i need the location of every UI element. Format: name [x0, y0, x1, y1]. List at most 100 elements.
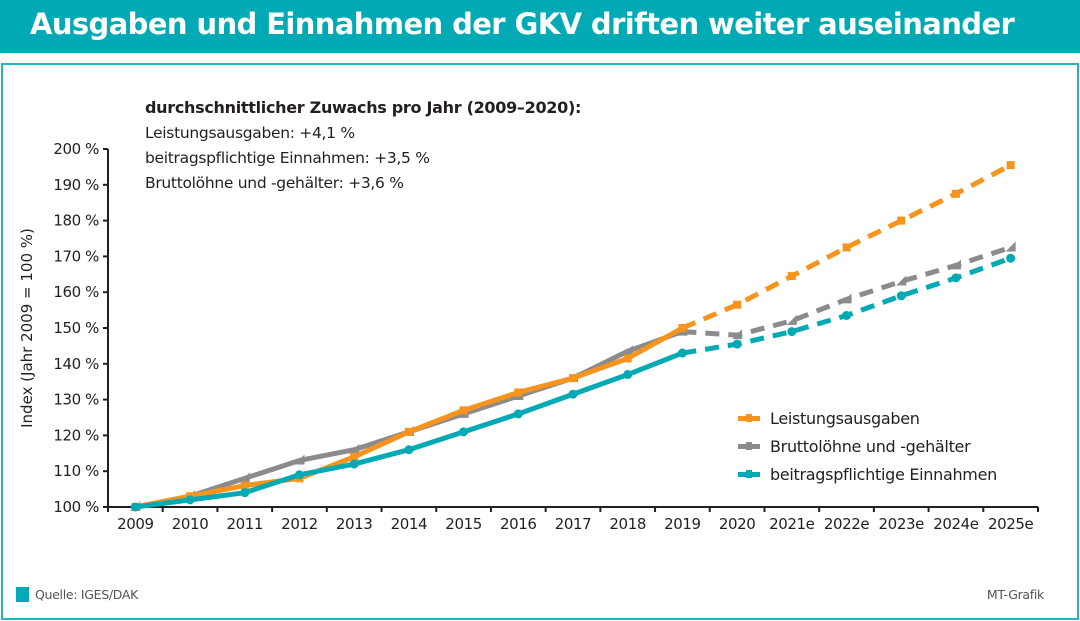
summary-line-beitragspflichtige-einnahmen: beitragspflichtige Einnahmen: +3,5 % [145, 149, 430, 167]
x-tick-label: 2018 [609, 515, 646, 533]
data-point [240, 481, 249, 490]
data-point [677, 348, 687, 358]
data-point [239, 472, 250, 483]
data-point [349, 443, 360, 454]
y-tick-label: 170 % [53, 247, 99, 265]
data-point [623, 370, 633, 380]
legend-label: beitragspflichtige Einnahmen [770, 464, 997, 484]
data-point [678, 324, 687, 332]
x-tick-label: 2020 [719, 515, 756, 533]
legend-swatch-gray [738, 440, 760, 452]
legend-item-bruttoloehne: Bruttolöhne und -gehälter [738, 432, 997, 460]
y-tick-label: 150 % [53, 319, 99, 337]
data-point [1006, 161, 1015, 170]
summary-title: durchschnittlicher Zuwachs pro Jahr (200… [145, 98, 582, 117]
source-text: Quelle: IGES/DAK [35, 587, 139, 602]
legend-item-beitragspflichtige-einnahmen: beitragspflichtige Einnahmen [738, 460, 997, 488]
series-layer [130, 161, 1016, 512]
legend-swatch-teal [738, 468, 760, 480]
x-tick-label: 2023e [879, 515, 925, 533]
x-tick-label: 2010 [172, 515, 209, 533]
x-tick-label: 2015 [445, 515, 482, 533]
data-point [732, 329, 743, 340]
y-tick-label: 120 % [53, 426, 99, 444]
data-point [950, 259, 961, 270]
x-tick-label: 2024e [933, 515, 979, 533]
data-point [951, 273, 961, 283]
legend-item-leistungsausgaben: Leistungsausgaben [738, 404, 997, 432]
y-tick-label: 200 % [53, 140, 99, 158]
data-point [459, 406, 468, 415]
data-point [897, 216, 906, 225]
data-point [841, 293, 852, 304]
data-point [1005, 241, 1016, 252]
data-point [842, 243, 851, 252]
data-point [569, 374, 577, 383]
data-point [1006, 253, 1016, 263]
data-point [349, 459, 359, 469]
legend-swatch-orange [738, 412, 760, 424]
data-point [350, 452, 359, 461]
x-tick-label: 2013 [336, 515, 373, 533]
series-line-actual [132, 329, 685, 510]
data-point [842, 310, 852, 320]
data-point [732, 339, 742, 349]
data-point [404, 427, 413, 436]
data-point [240, 488, 250, 498]
data-point [896, 275, 907, 286]
summary-line-bruttoloehne: Bruttolöhne und -gehälter: +3,6 % [145, 174, 404, 192]
data-point [622, 345, 633, 356]
data-point [787, 272, 796, 281]
series-beitragspflichtige-einnahmen [130, 253, 1016, 512]
x-tick-label: 2022e [824, 515, 870, 533]
legend-label: Bruttolöhne und -gehälter [770, 436, 971, 456]
x-tick-label: 2014 [391, 515, 428, 533]
series-line-forecast [682, 245, 1012, 338]
data-point [459, 427, 469, 437]
data-point [294, 454, 305, 465]
data-point [951, 189, 960, 198]
chart-frame [1, 63, 1079, 620]
y-tick-label: 130 % [53, 391, 99, 409]
x-axis: 2009 2010 2011 2012 2013 2014 2015 2016 2017 2018… [103, 506, 1039, 533]
x-tick-label: 2011 [226, 515, 263, 533]
data-point [130, 502, 140, 512]
x-tick-label: 2009 [117, 515, 154, 533]
y-tick-label: 160 % [53, 283, 99, 301]
y-axis: 100 % 110 % 120 % 130 % 140 % 150 % 160 % 170 %… [53, 140, 109, 516]
y-tick-label: 180 % [53, 212, 99, 230]
x-tick-label: 2017 [555, 515, 592, 533]
data-point [787, 327, 797, 337]
summary-line-leistungsausgaben: Leistungsausgaben: +4,1 % [145, 124, 355, 142]
source-square-icon [16, 587, 29, 602]
data-point [568, 389, 578, 399]
source-note: Quelle: IGES/DAK [16, 587, 138, 602]
title-bar: Ausgaben und Einnahmen der GKV driften w… [0, 0, 1080, 53]
y-axis-title: Index (Jahr 2009 = 100 %) [18, 228, 36, 428]
data-point [513, 409, 523, 419]
x-tick-label: 2019 [664, 515, 701, 533]
growth-summary: durchschnittlicher Zuwachs pro Jahr (200… [145, 98, 581, 196]
data-point [786, 314, 797, 325]
x-tick-label: 2025e [988, 515, 1034, 533]
y-tick-label: 110 % [53, 462, 99, 480]
series-line-actual [132, 325, 685, 510]
legend-label: Leistungsausgaben [770, 408, 920, 428]
data-point [294, 470, 304, 480]
legend: Leistungsausgaben Bruttolöhne und -gehäl… [738, 404, 997, 488]
credit-text: MT-Grafik [986, 587, 1044, 602]
data-point [896, 291, 906, 301]
data-point [514, 388, 523, 397]
y-tick-label: 100 % [53, 498, 99, 516]
x-tick-label: 2021e [769, 515, 815, 533]
data-point [733, 300, 742, 309]
data-point [185, 495, 195, 505]
x-tick-label: 2016 [500, 515, 537, 533]
y-tick-label: 140 % [53, 355, 99, 373]
data-point [623, 354, 632, 363]
chart-title: Ausgaben und Einnahmen der GKV driften w… [30, 7, 1015, 41]
y-tick-label: 190 % [53, 176, 99, 194]
x-tick-label: 2012 [281, 515, 318, 533]
data-point [404, 445, 414, 455]
